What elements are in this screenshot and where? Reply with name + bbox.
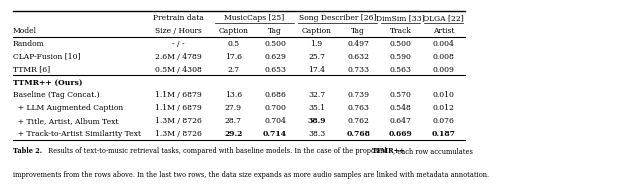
Text: CLAP-Fusion [10]: CLAP-Fusion [10] [13,53,80,61]
Text: 0.763: 0.763 [347,104,369,112]
Text: MusicCaps [25]: MusicCaps [25] [224,14,284,22]
Text: 32.7: 32.7 [308,91,325,99]
Text: 0.762: 0.762 [347,117,369,125]
Text: 0.076: 0.076 [433,117,454,125]
Text: 0.009: 0.009 [433,66,454,74]
Text: 0.010: 0.010 [433,91,454,99]
Text: 17.6: 17.6 [225,53,242,61]
Text: 0.500: 0.500 [264,40,286,48]
Text: 25.7: 25.7 [308,53,325,61]
Text: TTMR [6]: TTMR [6] [13,66,50,74]
Text: Track: Track [390,27,412,35]
Text: Tag: Tag [268,27,282,35]
Text: , each row accumulates: , each row accumulates [393,147,473,155]
Text: 27.9: 27.9 [225,104,242,112]
Text: Caption: Caption [218,27,248,35]
Text: DimSim [33]: DimSim [33] [376,14,425,22]
Text: TTMR++: TTMR++ [372,147,405,155]
Text: 2.6M / 4789: 2.6M / 4789 [156,53,202,61]
Text: - / -: - / - [172,40,185,48]
Text: OLGA [22]: OLGA [22] [423,14,464,22]
Text: Tag: Tag [351,27,365,35]
Text: 0.004: 0.004 [433,40,454,48]
Text: + Title, Artist, Album Text: + Title, Artist, Album Text [13,117,118,125]
Text: 35.1: 35.1 [308,104,325,112]
Text: 0.5: 0.5 [227,40,239,48]
Text: + LLM Augmented Caption: + LLM Augmented Caption [13,104,123,112]
Text: 0.686: 0.686 [264,91,286,99]
Text: 0.700: 0.700 [264,104,286,112]
Text: 0.590: 0.590 [390,53,412,61]
Text: 1.3M / 8726: 1.3M / 8726 [156,130,202,138]
Text: 0.704: 0.704 [264,117,286,125]
Text: Model: Model [13,27,36,35]
Text: 0.733: 0.733 [347,66,369,74]
Text: 2.7: 2.7 [227,66,239,74]
Text: Pretrain data: Pretrain data [153,14,204,22]
Text: 0.714: 0.714 [263,130,287,138]
Text: 0.497: 0.497 [347,40,369,48]
Text: 0.669: 0.669 [388,130,412,138]
Text: 0.629: 0.629 [264,53,286,61]
Text: 0.187: 0.187 [431,130,456,138]
Text: 0.5M / 4308: 0.5M / 4308 [156,66,202,74]
Text: 1.1M / 6879: 1.1M / 6879 [156,104,202,112]
Text: 28.7: 28.7 [225,117,242,125]
Text: 0.012: 0.012 [433,104,454,112]
Text: 0.739: 0.739 [347,91,369,99]
Text: 0.500: 0.500 [390,40,412,48]
Text: 0.548: 0.548 [390,104,412,112]
Text: 13.6: 13.6 [225,91,242,99]
Text: Baseline (Tag Concat.): Baseline (Tag Concat.) [13,91,99,99]
Text: 38.9: 38.9 [307,117,326,125]
Text: 29.2: 29.2 [224,130,243,138]
Text: Song Describer [26]: Song Describer [26] [299,14,376,22]
Text: Table 2.: Table 2. [13,147,42,155]
Text: Results of text-to-music retrieval tasks, compared with baseline models. In the : Results of text-to-music retrieval tasks… [46,147,388,155]
Text: improvements from the rows above. In the last two rows, the data size expands as: improvements from the rows above. In the… [13,171,489,179]
Text: Size / Hours: Size / Hours [156,27,202,35]
Text: Artist: Artist [433,27,454,35]
Text: 0.008: 0.008 [433,53,454,61]
Text: + Track-to-Artist Similarity Text: + Track-to-Artist Similarity Text [13,130,141,138]
Text: 0.653: 0.653 [264,66,286,74]
Text: 0.768: 0.768 [346,130,370,138]
Text: 0.647: 0.647 [390,117,412,125]
Text: TTMR++ (Ours): TTMR++ (Ours) [13,79,83,87]
Text: Caption: Caption [301,27,332,35]
Text: Random: Random [13,40,45,48]
Text: 1.9: 1.9 [310,40,323,48]
Text: 0.570: 0.570 [390,91,412,99]
Text: 17.4: 17.4 [308,66,325,74]
Text: 0.563: 0.563 [390,66,412,74]
Text: 1.1M / 6879: 1.1M / 6879 [156,91,202,99]
Text: 0.632: 0.632 [347,53,369,61]
Text: 1.3M / 8726: 1.3M / 8726 [156,117,202,125]
Text: 38.3: 38.3 [308,130,325,138]
